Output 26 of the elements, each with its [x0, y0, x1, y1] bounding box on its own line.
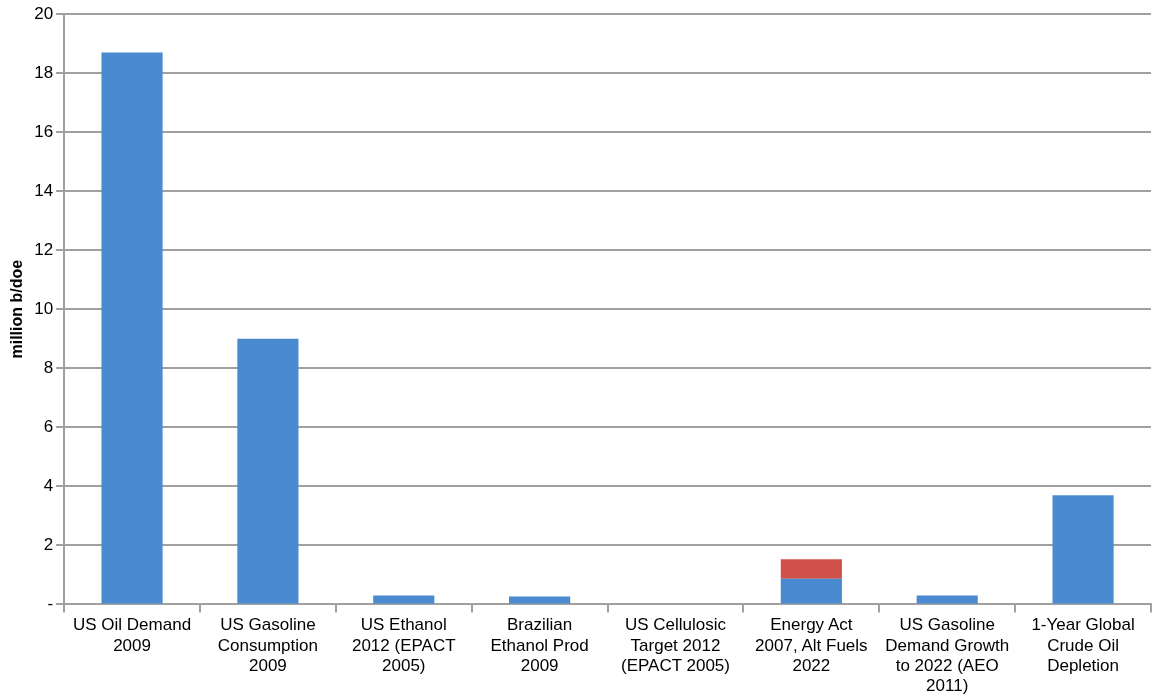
y-tick-label: 10	[34, 298, 54, 318]
y-tick-label: 18	[34, 62, 54, 82]
x-tick-label: US Cellulosic Target 2012 (EPACT 2005)	[620, 615, 730, 676]
y-tick-label: 16	[34, 121, 54, 141]
bar	[780, 578, 842, 604]
y-tick-label: -	[47, 594, 54, 614]
bar	[1052, 495, 1114, 604]
x-tick-label: US Ethanol 2012 (EPACT 2005)	[351, 615, 456, 676]
bar	[780, 559, 842, 579]
y-tick-label: 2	[43, 535, 54, 555]
x-tick-label: 1-Year Global Crude Oil Depletion	[1031, 615, 1135, 676]
x-tick-label: Brazilian Ethanol Prod 2009	[490, 615, 589, 676]
y-tick-label: 20	[34, 3, 54, 23]
x-tick-label: US Oil Demand 2009	[72, 615, 192, 655]
x-tick-label: Energy Act 2007, Alt Fuels 2022	[755, 615, 868, 676]
y-axis-title: million b/doe	[8, 259, 26, 359]
y-tick-label: 6	[43, 416, 54, 436]
y-tick-label: 4	[43, 476, 54, 496]
y-tick-label: 14	[34, 180, 54, 200]
bar	[509, 596, 571, 604]
x-tick-label: US Gasoline Demand Growth to 2022 (AEO 2011)	[885, 615, 1010, 696]
bar	[101, 52, 163, 604]
bar	[237, 338, 299, 604]
y-tick-label: 8	[43, 357, 54, 377]
x-tick-label: US Gasoline Consumption 2009	[217, 615, 318, 676]
y-tick-label: 12	[34, 239, 54, 259]
